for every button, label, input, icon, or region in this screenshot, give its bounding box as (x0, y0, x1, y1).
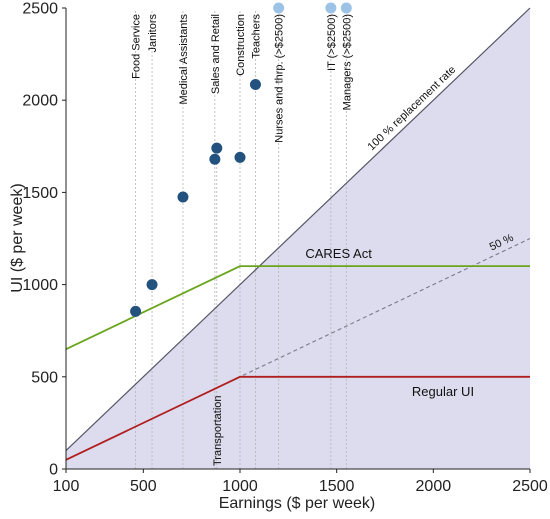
x-tick-label-3: 1500 (319, 478, 355, 495)
replacement-shade (66, 8, 530, 469)
marker-8 (340, 2, 352, 14)
y-tick-label-3: 1500 (22, 185, 58, 202)
cares-line (65, 265, 530, 350)
x-tick-label-4: 2000 (416, 478, 452, 495)
replacement-line (65, 7, 531, 451)
regular-ui-label: Regular UI (412, 384, 474, 399)
occupation-label-6: Nurses and thrp. (>$2500) (274, 14, 286, 143)
x-tick-label-1: 500 (130, 478, 157, 495)
y-axis-title: UI ($ per week) (9, 183, 26, 292)
occupation-label-2: Medical Assistants (178, 14, 190, 105)
occupation-label-1: Janitors (147, 14, 159, 53)
axes: 100 500 1000 1500 2000 2500 0 500 1000 1500 2000 25… (22, 1, 547, 496)
x-tick-label-2: 1000 (222, 478, 258, 495)
marker-2 (177, 191, 189, 203)
extra-label-0: Transportation (212, 395, 224, 466)
marker-5 (249, 79, 261, 91)
occupation-label-7: IT (>$2500) (326, 14, 338, 71)
y-tick-label-4: 2000 (22, 93, 58, 110)
marker-1 (146, 279, 158, 291)
occupation-label-0: Food Service (131, 14, 143, 79)
marker-0 (130, 305, 142, 317)
marker-7 (325, 2, 337, 14)
occupation-label-5: Teachers (250, 14, 262, 59)
marker-3 (209, 153, 221, 165)
occupation-label-4: Construction (235, 14, 247, 76)
cares-label: CARES Act (305, 246, 372, 261)
regular-ui-line (65, 375, 530, 461)
y-tick-label-1: 500 (31, 369, 58, 386)
marker-6 (273, 2, 285, 14)
x-tick-label-5: 2500 (512, 478, 548, 495)
x-axis-title: Earnings ($ per week) (219, 495, 376, 512)
x-tick-label-0: 100 (53, 478, 80, 495)
y-tick-label-2: 1000 (22, 277, 58, 294)
occupation-label-3: Sales and Retail (210, 14, 222, 94)
y-tick-label-0: 0 (49, 462, 58, 479)
marker-4 (234, 151, 246, 163)
marker-extra-0 (211, 142, 223, 154)
y-tick-label-5: 2500 (22, 1, 58, 18)
occupation-label-8: Managers (>$2500) (341, 14, 353, 110)
